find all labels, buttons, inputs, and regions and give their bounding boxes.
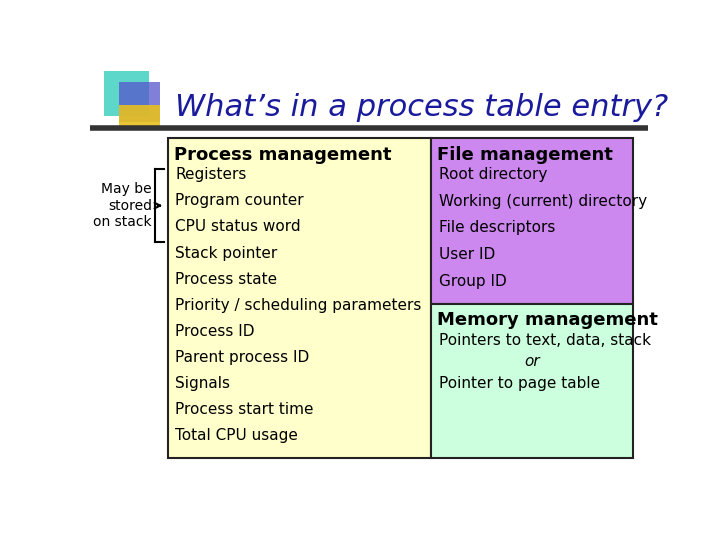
Text: Root directory: Root directory [438, 167, 547, 182]
Text: Parent process ID: Parent process ID [175, 350, 310, 365]
Text: Pointer to page table: Pointer to page table [438, 376, 600, 391]
Text: Process management: Process management [174, 146, 391, 164]
Text: What’s in a process table entry?: What’s in a process table entry? [175, 93, 668, 122]
Text: File descriptors: File descriptors [438, 220, 555, 235]
FancyBboxPatch shape [120, 82, 160, 122]
Text: Priority / scheduling parameters: Priority / scheduling parameters [175, 298, 422, 313]
Bar [431, 138, 632, 303]
Text: File management: File management [437, 146, 613, 164]
Text: User ID: User ID [438, 247, 495, 262]
Text: Process ID: Process ID [175, 324, 255, 339]
Text: or: or [524, 354, 539, 369]
Text: Signals: Signals [175, 376, 230, 391]
Text: Group ID: Group ID [438, 274, 506, 289]
Bar [168, 138, 431, 457]
Text: May be
stored
on stack: May be stored on stack [94, 183, 152, 229]
Text: Stack pointer: Stack pointer [175, 246, 277, 260]
Text: Working (current) directory: Working (current) directory [438, 194, 647, 209]
FancyBboxPatch shape [120, 105, 160, 128]
Text: Memory management: Memory management [437, 311, 658, 329]
Text: Pointers to text, data, stack: Pointers to text, data, stack [438, 333, 651, 348]
Text: Total CPU usage: Total CPU usage [175, 428, 298, 443]
Text: Registers: Registers [175, 167, 247, 182]
Text: Program counter: Program counter [175, 193, 304, 208]
FancyBboxPatch shape [104, 71, 149, 116]
Bar [431, 303, 632, 457]
Text: Process state: Process state [175, 272, 277, 287]
Text: Process start time: Process start time [175, 402, 314, 417]
Text: CPU status word: CPU status word [175, 219, 301, 234]
